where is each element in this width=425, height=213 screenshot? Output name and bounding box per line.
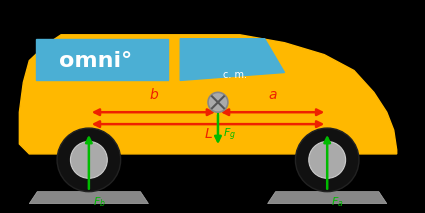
- Text: $F_b$: $F_b$: [93, 196, 106, 209]
- Polygon shape: [36, 39, 168, 81]
- Circle shape: [309, 141, 346, 178]
- Circle shape: [57, 128, 121, 192]
- Circle shape: [71, 141, 107, 178]
- Text: $F_a$: $F_a$: [331, 196, 344, 209]
- Text: L: L: [204, 127, 212, 141]
- Text: c. m.: c. m.: [223, 71, 247, 81]
- Text: omni°: omni°: [59, 50, 133, 71]
- Text: $F_g$: $F_g$: [223, 126, 236, 143]
- Text: a: a: [268, 88, 277, 102]
- Polygon shape: [29, 192, 148, 204]
- Polygon shape: [268, 192, 387, 204]
- Circle shape: [295, 128, 359, 192]
- Text: b: b: [149, 88, 158, 102]
- Polygon shape: [180, 39, 284, 81]
- Polygon shape: [20, 35, 397, 154]
- Circle shape: [208, 92, 228, 112]
